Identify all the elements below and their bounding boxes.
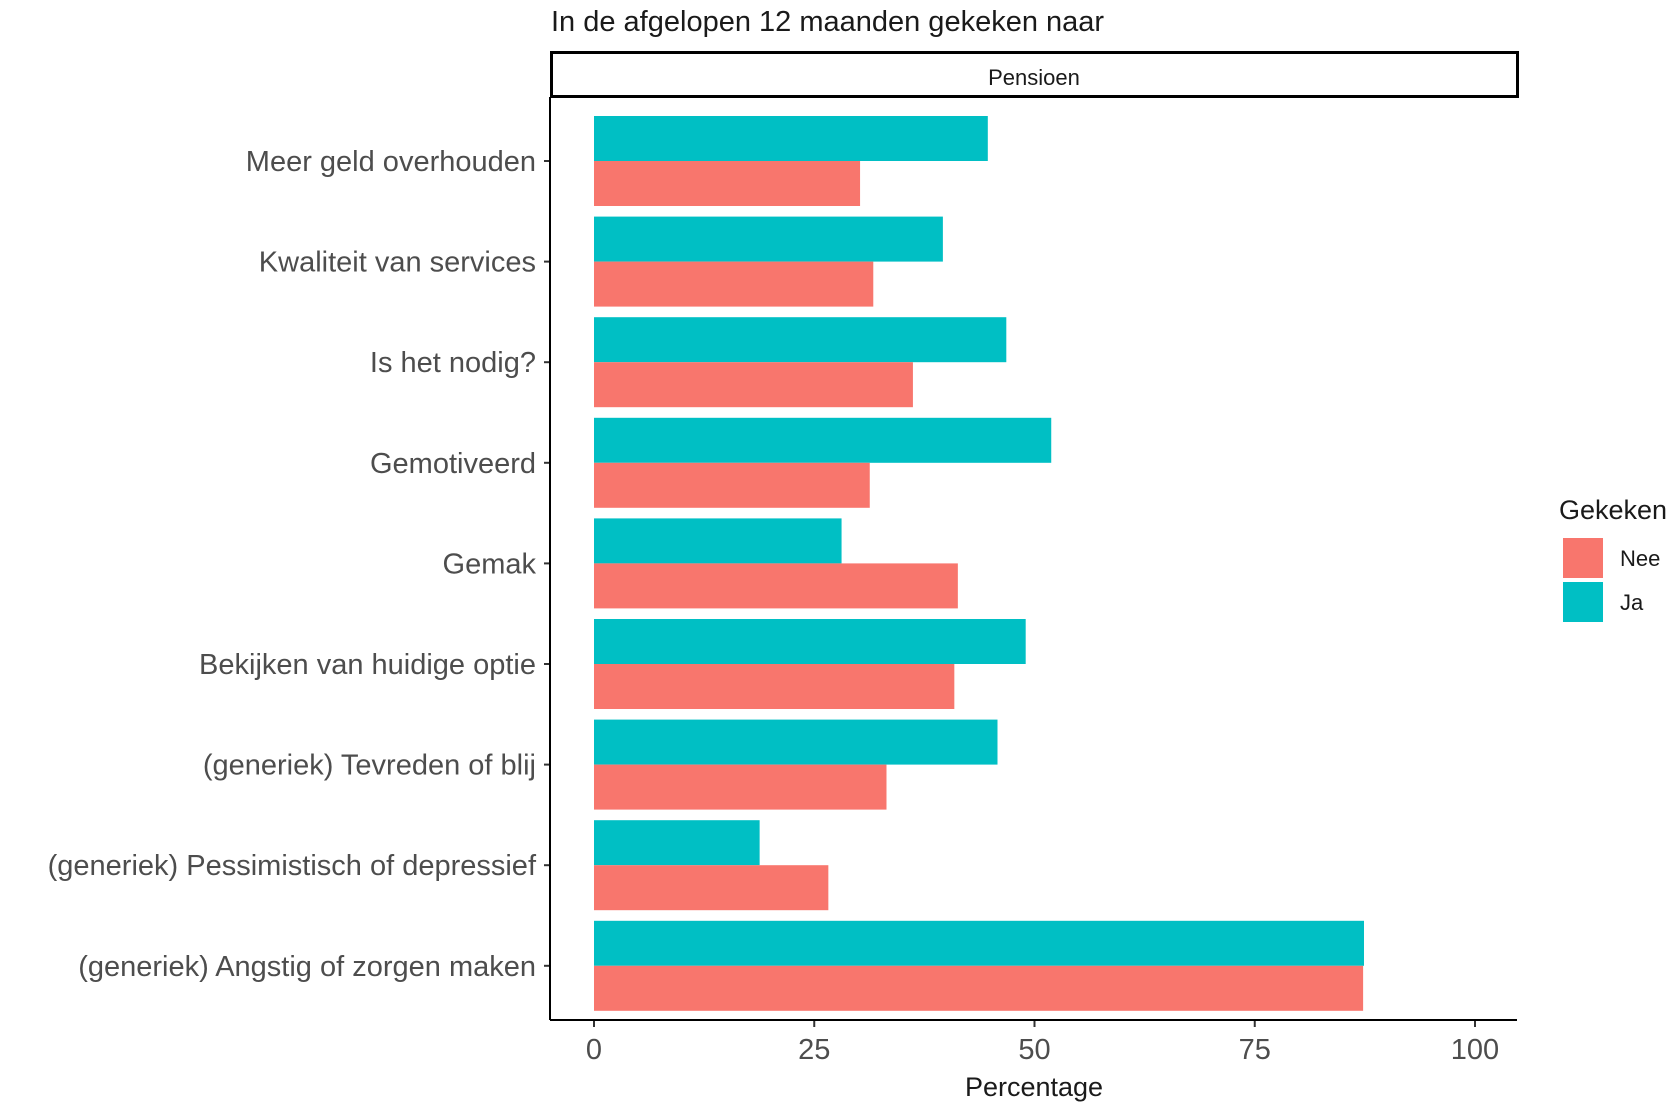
x-axis: 0 25 50 75 100 (586, 1020, 1499, 1066)
bar-nee (594, 362, 913, 408)
bar-ja (594, 116, 988, 161)
x-axis-title: Percentage (965, 1072, 1103, 1102)
category-label: Bekijken van huidige optie (199, 649, 536, 681)
x-tick-label: 75 (1239, 1034, 1271, 1066)
bar-ja (594, 719, 998, 765)
bar-nee (594, 563, 958, 609)
legend-label-ja: Ja (1620, 590, 1644, 615)
y-axis-labels: Meer geld overhouden Kwaliteit van servic… (48, 146, 550, 983)
x-tick-label: 50 (1018, 1034, 1050, 1066)
legend-key-ja (1563, 582, 1603, 622)
bars-group (594, 116, 1364, 1011)
category-label: Meer geld overhouden (246, 146, 536, 178)
bar-ja (594, 417, 1052, 463)
bar-ja (594, 317, 1007, 363)
category-label: Gemak (443, 548, 537, 580)
facet-strip (550, 51, 1519, 98)
legend-key-nee (1563, 538, 1603, 578)
legend-label-nee: Nee (1620, 546, 1660, 571)
x-tick-label: 0 (586, 1034, 602, 1066)
category-label: (generiek) Angstig of zorgen maken (78, 951, 536, 983)
bar-nee (594, 965, 1364, 1011)
legend-title: Gekeken (1559, 495, 1667, 525)
bar-nee (594, 764, 887, 810)
bar-ja (594, 820, 760, 866)
bar-nee (594, 664, 955, 709)
bar-ja (594, 518, 842, 564)
category-label: (generiek) Tevreden of blij (203, 750, 536, 782)
bar-nee (594, 261, 874, 307)
facet-strip-label: Pensioen (988, 65, 1080, 90)
category-label: Gemotiveerd (370, 448, 536, 480)
bar-ja (594, 920, 1364, 966)
bar-nee (594, 462, 870, 508)
bar-ja (594, 216, 943, 262)
category-label: (generiek) Pessimistisch of depressief (48, 850, 537, 882)
x-tick-label: 100 (1451, 1034, 1499, 1066)
category-label: Kwaliteit van services (259, 247, 536, 279)
bar-nee (594, 865, 829, 911)
bar-ja (594, 619, 1026, 664)
legend: Gekeken Nee Ja (1559, 495, 1667, 622)
category-label: Is het nodig? (370, 347, 536, 379)
bar-nee (594, 161, 861, 206)
chart-title: In de afgelopen 12 maanden gekeken naar (551, 6, 1104, 38)
x-tick-label: 25 (798, 1034, 830, 1066)
